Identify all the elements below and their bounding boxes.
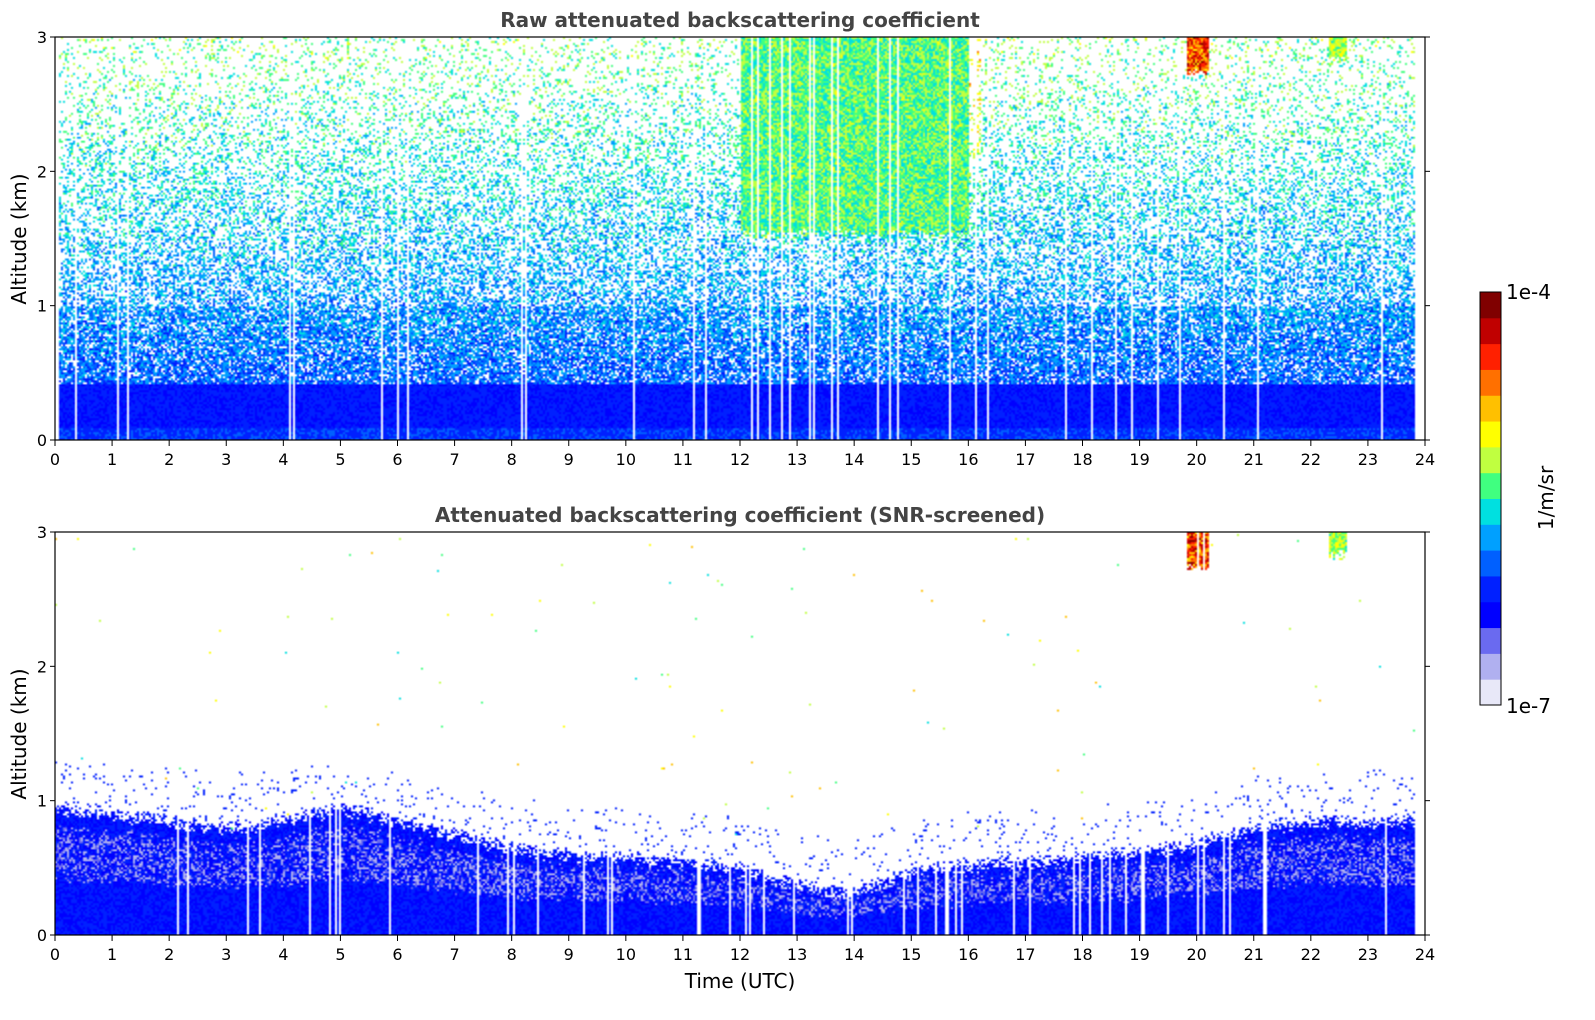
colorbar-swatch — [1480, 369, 1501, 396]
panel-raw-y-axis: 0 1 2 3 — [37, 28, 1430, 450]
panel-screened-y-axis: 0 1 2 3 — [37, 523, 1430, 945]
x-tick-label: 4 — [278, 945, 288, 964]
colorbar-swatch — [1480, 498, 1501, 525]
panel-raw-y-label: Altitude (km) — [7, 173, 31, 304]
x-tick-label: 18 — [1072, 945, 1092, 964]
x-tick-label: 9 — [564, 450, 574, 469]
colorbar-label: 1/m/sr — [1534, 465, 1558, 530]
x-tick-label: 6 — [392, 945, 402, 964]
x-tick-label: 14 — [844, 945, 864, 964]
x-tick-label: 22 — [1301, 945, 1321, 964]
x-tick-label: 8 — [507, 450, 517, 469]
x-tick-label: 7 — [449, 945, 459, 964]
y-tick-label: 3 — [37, 28, 47, 47]
y-tick-label: 1 — [37, 297, 47, 316]
panel-screened-y-label: Altitude (km) — [7, 668, 31, 799]
x-tick-label: 21 — [1244, 450, 1264, 469]
x-tick-label: 16 — [958, 450, 978, 469]
x-tick-label: 13 — [787, 450, 807, 469]
y-tick-label: 0 — [37, 926, 47, 945]
x-tick-label: 18 — [1072, 450, 1092, 469]
x-tick-label: 13 — [787, 945, 807, 964]
x-tick-label: 0 — [50, 450, 60, 469]
panel-raw-heatmap — [55, 37, 1425, 440]
colorbar-swatch — [1480, 343, 1501, 370]
panel-screened-x-axis: 0 1 2 3 4 5 6 7 8 9 10 11 12 13 14 15 16 17 18 19 20 21 22 23 24 — [50, 935, 1435, 964]
x-tick-label: 22 — [1301, 450, 1321, 469]
colorbar-swatch — [1480, 395, 1501, 422]
x-tick-label: 15 — [901, 450, 921, 469]
colorbar-swatch — [1480, 575, 1501, 603]
x-tick-label: 2 — [164, 945, 174, 964]
x-tick-label: 5 — [335, 945, 345, 964]
x-tick-label: 11 — [673, 450, 693, 469]
x-tick-label: 23 — [1358, 945, 1378, 964]
x-tick-label: 24 — [1415, 450, 1435, 469]
x-tick-label: 14 — [844, 450, 864, 469]
colorbar-swatch — [1480, 601, 1501, 629]
x-tick-label: 6 — [392, 450, 402, 469]
colorbar-swatch — [1480, 627, 1501, 654]
colorbar-swatch — [1480, 653, 1501, 680]
colorbar-swatch — [1480, 472, 1501, 499]
x-tick-label: 9 — [564, 945, 574, 964]
x-tick-label: 0 — [50, 945, 60, 964]
panel-screened: Attenuated backscattering coefficient (S… — [7, 503, 1435, 993]
colorbar-swatch — [1480, 317, 1501, 345]
panel-screened-title: Attenuated backscattering coefficient (S… — [435, 503, 1045, 527]
x-tick-label: 7 — [449, 450, 459, 469]
colorbar-swatch — [1480, 421, 1501, 448]
x-tick-label: 15 — [901, 945, 921, 964]
panel-raw-title: Raw attenuated backscattering coefficien… — [500, 8, 980, 32]
x-tick-label: 12 — [730, 450, 750, 469]
panel-raw-x-axis: 0 1 2 3 4 5 6 7 8 9 10 11 12 13 14 15 16 17 18 19 20 21 22 23 24 — [50, 440, 1435, 469]
colorbar-swatch — [1480, 292, 1501, 319]
x-tick-label: 10 — [616, 945, 636, 964]
x-tick-label: 21 — [1244, 945, 1264, 964]
x-tick-label: 16 — [958, 945, 978, 964]
y-tick-label: 3 — [37, 523, 47, 542]
x-tick-label: 5 — [335, 450, 345, 469]
x-tick-label: 23 — [1358, 450, 1378, 469]
y-tick-label: 2 — [37, 657, 47, 676]
x-tick-label: 2 — [164, 450, 174, 469]
panel-screened-x-label: Time (UTC) — [684, 969, 796, 993]
y-tick-label: 1 — [37, 792, 47, 811]
x-tick-label: 12 — [730, 945, 750, 964]
panel-raw: Raw attenuated backscattering coefficien… — [7, 8, 1435, 469]
y-tick-label: 2 — [37, 162, 47, 181]
x-tick-label: 20 — [1186, 450, 1206, 469]
x-tick-label: 19 — [1129, 945, 1149, 964]
x-tick-label: 4 — [278, 450, 288, 469]
x-tick-label: 10 — [616, 450, 636, 469]
colorbar-min-label: 1e-7 — [1506, 694, 1551, 718]
colorbar-swatch — [1480, 550, 1501, 577]
x-tick-label: 20 — [1186, 945, 1206, 964]
x-tick-label: 24 — [1415, 945, 1435, 964]
x-tick-label: 1 — [107, 945, 117, 964]
y-tick-label: 0 — [37, 431, 47, 450]
x-tick-label: 17 — [1015, 450, 1035, 469]
x-tick-label: 8 — [507, 945, 517, 964]
colorbar-swatch — [1480, 524, 1501, 551]
x-tick-label: 11 — [673, 945, 693, 964]
x-tick-label: 19 — [1129, 450, 1149, 469]
colorbar-swatches — [1480, 292, 1501, 706]
x-tick-label: 17 — [1015, 945, 1035, 964]
panel-screened-heatmap — [55, 532, 1425, 935]
x-tick-label: 1 — [107, 450, 117, 469]
colorbar-frame — [1479, 291, 1502, 706]
x-tick-label: 3 — [221, 945, 231, 964]
colorbar-swatch — [1480, 679, 1501, 706]
colorbar-max-label: 1e-4 — [1506, 280, 1551, 304]
colorbar-swatch — [1480, 446, 1501, 474]
x-tick-label: 3 — [221, 450, 231, 469]
colorbar: 1e-4 1e-7 1/m/sr — [1479, 280, 1558, 718]
